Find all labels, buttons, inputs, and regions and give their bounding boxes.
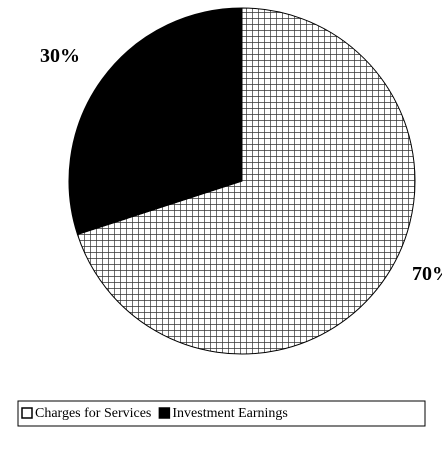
legend-label: Charges for Services bbox=[35, 406, 151, 421]
slice-label: 30% bbox=[40, 45, 80, 67]
legend-box bbox=[17, 400, 426, 427]
legend-label: Investment Earnings bbox=[172, 406, 287, 421]
legend-swatch bbox=[21, 407, 33, 419]
pie-slice bbox=[68, 7, 243, 236]
legend-swatch bbox=[158, 407, 171, 419]
pie-slice bbox=[76, 7, 416, 355]
slice-label: 70% bbox=[412, 263, 442, 285]
